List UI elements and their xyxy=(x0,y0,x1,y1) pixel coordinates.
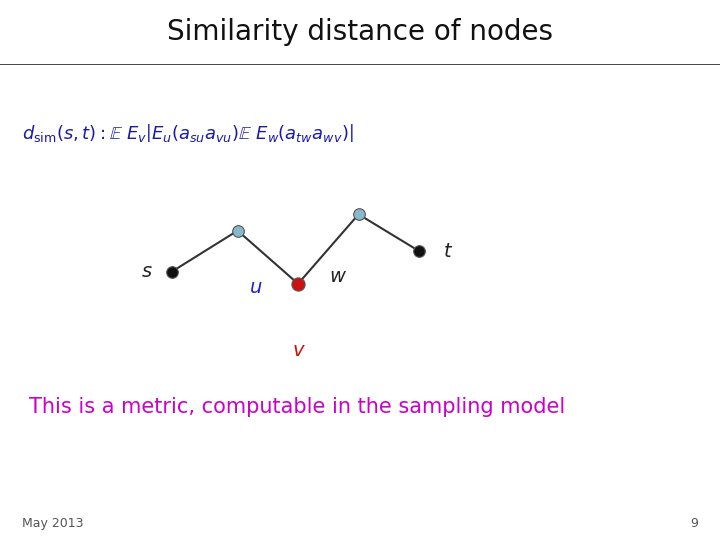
Text: May 2013: May 2013 xyxy=(22,517,83,530)
Point xyxy=(413,247,425,255)
Text: Similarity distance of nodes: Similarity distance of nodes xyxy=(167,18,553,46)
Point xyxy=(232,226,243,235)
Text: $d_{\rm sim}(s,t):\mathbb{E}\ E_v\left|E_u(a_{su}a_{vu})\mathbb{E}\ E_w(a_{tw}a_: $d_{\rm sim}(s,t):\mathbb{E}\ E_v\left|E… xyxy=(22,122,353,144)
Text: This is a metric, computable in the sampling model: This is a metric, computable in the samp… xyxy=(29,397,565,417)
Point xyxy=(292,280,304,288)
Point xyxy=(166,267,178,276)
Text: t: t xyxy=(444,241,451,261)
Text: v: v xyxy=(292,341,304,360)
Text: u: u xyxy=(249,278,262,297)
Point xyxy=(353,210,364,219)
Text: w: w xyxy=(329,267,345,286)
Text: s: s xyxy=(142,262,152,281)
Text: 9: 9 xyxy=(690,517,698,530)
